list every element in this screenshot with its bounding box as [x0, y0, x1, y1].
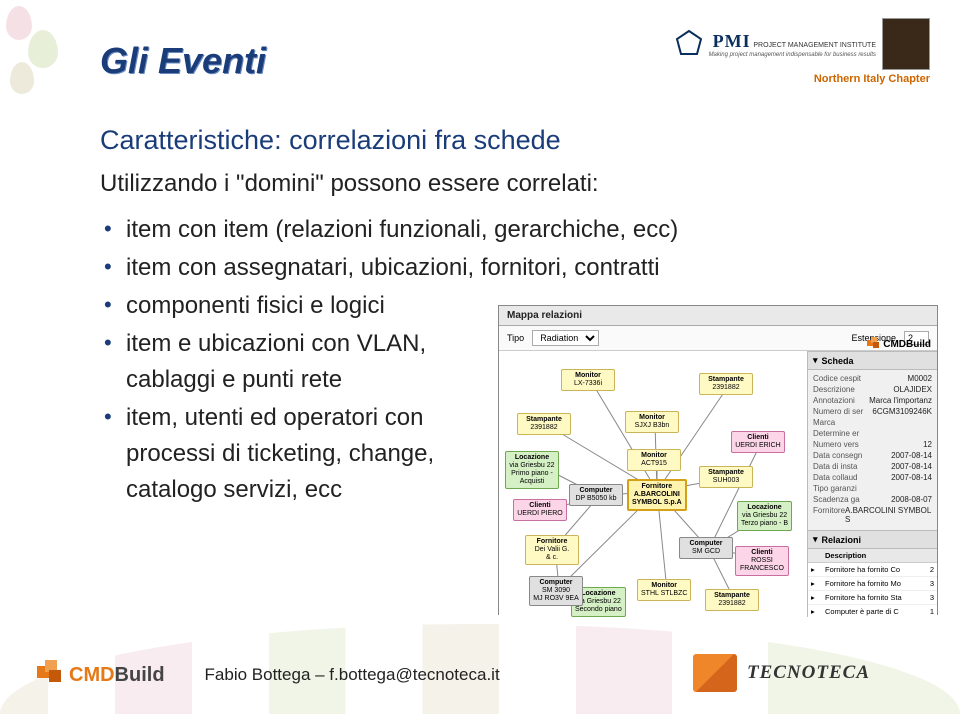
rel-row[interactable]: ▸Fornitore ha fornito Mo3 [808, 577, 937, 591]
graph-node[interactable]: Locazionevia Griesbu 22Terzo piano - B [737, 501, 792, 531]
diagram-sidebar: ▾ Scheda Codice cespitM0002 DescrizioneOL… [807, 351, 937, 617]
graph-node[interactable]: MonitorLX-7336i [561, 369, 615, 391]
scheda-row: Data collaud2007-08-14 [813, 473, 932, 482]
footer-cmdbuild-logo: CMDBuild [35, 658, 165, 692]
slide-title: Gli Eventi [100, 40, 266, 82]
cmdbuild-logo: CMDBuild [866, 336, 931, 353]
scheda-row: DescrizioneOLAJIDEX [813, 385, 932, 394]
pmi-text: PMI [713, 31, 751, 51]
graph-node[interactable]: ComputerDP B5050 kb [569, 484, 623, 506]
graph-node[interactable]: FornitoreA.BARCOLINISYMBOL S.p.A [627, 479, 687, 511]
graph-node[interactable]: ComputerSM 3090MJ RO3V 9EA [529, 576, 583, 606]
tecno-text: TECNOTECA [747, 662, 870, 684]
graph-node[interactable]: ComputerSM GCD [679, 537, 733, 559]
graph-node[interactable]: Stampante2391882 [705, 589, 759, 611]
scheda-row: AnnotazioniMarca l'importanz [813, 396, 932, 405]
footer: CMDBuild Fabio Bottega – f.bottega@tecno… [0, 658, 960, 692]
graph-area[interactable]: FornitoreA.BARCOLINISYMBOL S.p.A MonitorL… [499, 351, 807, 617]
scheda-row: Data di insta2007-08-14 [813, 462, 932, 471]
graph-node[interactable]: StampanteSUH003 [699, 466, 753, 488]
type-label: Tipo [507, 333, 524, 343]
relazioni-body: Description ▸Fornitore ha fornito Co2▸Fo… [808, 549, 937, 617]
graph-node[interactable]: MonitorACT915 [627, 449, 681, 471]
scheda-row: Determine er [813, 429, 932, 438]
scheda-row: Numero vers12 [813, 440, 932, 449]
diagram-panel: Mappa relazioni Tipo Radiation Estension… [498, 305, 938, 615]
graph-node[interactable]: MonitorSTHL STLBZC [637, 579, 691, 601]
bullet-list: item con item (relazioni funzionali, ger… [100, 212, 910, 286]
pmi-chapter: Northern Italy Chapter [675, 73, 930, 85]
graph-node[interactable]: ClientiUERDI ERICH [731, 431, 785, 453]
diagram-title: Mappa relazioni [499, 306, 937, 326]
cube-icon [866, 336, 880, 353]
relazioni-header[interactable]: ▾ Relazioni [808, 530, 937, 549]
bullet-item: item, utenti ed operatori con processi d… [100, 400, 480, 508]
portrait-image [882, 18, 930, 70]
intro-text: Utilizzando i "domini" possono essere co… [100, 170, 910, 198]
graph-node[interactable]: ClientiUERDI PIERO [513, 499, 567, 521]
graph-node[interactable]: Stampante2391882 [517, 413, 571, 435]
rel-row[interactable]: ▸Fornitore ha fornito Sta3 [808, 591, 937, 605]
scheda-row: Data consegn2007-08-14 [813, 451, 932, 460]
subtitle: Caratteristiche: correlazioni fra schede [100, 125, 910, 156]
bullet-item: componenti fisici e logici [100, 288, 480, 324]
scheda-row: Tipo garanzi [813, 484, 932, 493]
scheda-row: Marca [813, 418, 932, 427]
scheda-row: FornitoreA.BARCOLINI SYMBOL S [813, 506, 932, 524]
pmi-full: PROJECT MANAGEMENT INSTITUTE [753, 42, 876, 49]
graph-node[interactable]: FornitoreDei Valii G.& c. [525, 535, 579, 565]
graph-node[interactable]: MonitorSJXJ B3bn [625, 411, 679, 433]
type-select[interactable]: Radiation [532, 330, 599, 346]
scheda-row: Codice cespitM0002 [813, 374, 932, 383]
rel-col-desc: Description [822, 549, 923, 562]
scheda-header[interactable]: ▾ Scheda [808, 351, 937, 370]
minus-icon: ▾ [813, 355, 818, 366]
bullet-item: item e ubicazioni con VLAN, cablaggi e p… [100, 326, 480, 398]
pmi-mark-icon [675, 29, 703, 60]
cube-icon [35, 658, 63, 692]
bullet-item: item con item (relazioni funzionali, ger… [100, 212, 910, 248]
decor-eggs-top [0, 0, 80, 110]
header-logo: PMI PROJECT MANAGEMENT INSTITUTE Making … [675, 18, 930, 85]
graph-node[interactable]: Stampante2391882 [699, 373, 753, 395]
footer-tecnoteca-logo: TECNOTECA [693, 654, 870, 692]
graph-node[interactable]: ClientiROSSIFRANCESCO [735, 546, 789, 576]
scheda-row: Scadenza ga2008-08-07 [813, 495, 932, 504]
diagram-toolbar: Tipo Radiation Estensione CMDBuild [499, 326, 937, 351]
rel-row[interactable]: ▸Fornitore ha fornito Co2 [808, 563, 937, 577]
scheda-row: Numero di ser6CGM3109246K [813, 407, 932, 416]
rel-row[interactable]: ▸Computer è parte di C1 [808, 605, 937, 617]
footer-author: Fabio Bottega – f.bottega@tecnoteca.it [205, 665, 500, 685]
minus-icon: ▾ [813, 534, 818, 545]
graph-node[interactable]: Locazionevia Griesbu 22Primo piano -Acqu… [505, 451, 559, 489]
bullet-item: item con assegnatari, ubicazioni, fornit… [100, 250, 910, 286]
pmi-tagline: Making project management indispensable … [709, 52, 876, 58]
tecno-badge-icon [693, 654, 737, 692]
scheda-body: Codice cespitM0002 DescrizioneOLAJIDEX Ann… [808, 370, 937, 530]
